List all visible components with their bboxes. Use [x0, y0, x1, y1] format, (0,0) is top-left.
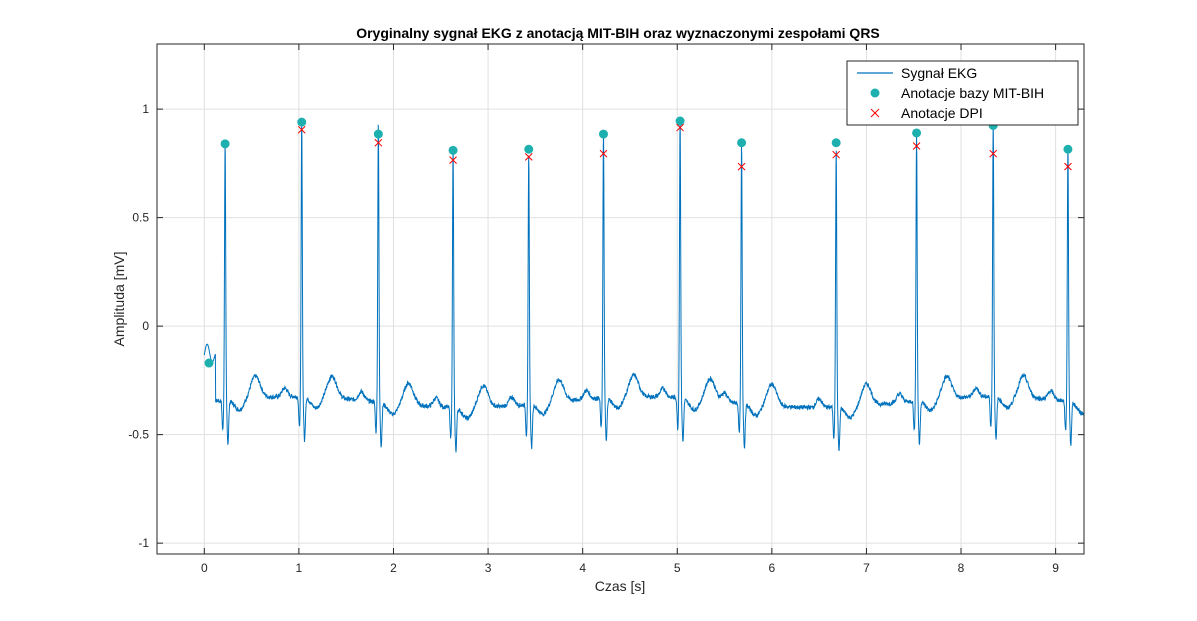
legend: Sygnał EKG Anotacje bazy MIT-BIH Anotacj…: [846, 60, 1079, 126]
legend-box: [846, 60, 1079, 126]
mitbih-annotation-point: [220, 139, 230, 149]
mitbih-annotation-point: [524, 144, 534, 154]
mitbih-annotation-point: [448, 145, 458, 155]
x-tick-label: 4: [579, 561, 586, 575]
marker-layer: [204, 116, 1073, 368]
ekg-signal-line: [203, 120, 1084, 453]
y-tick-label: 0: [142, 319, 149, 333]
mitbih-annotation-point: [912, 128, 922, 138]
plot-frame: [156, 43, 1085, 555]
x-tick-label: 9: [1052, 561, 1059, 575]
dpi-annotation-point: [989, 149, 998, 158]
legend-label-dpi: Anotacje DPI: [901, 105, 983, 121]
chart-title: Oryginalny sygnał EKG z anotacją MIT-BIH…: [356, 25, 880, 41]
dpi-annotation-point: [599, 149, 608, 158]
dpi-annotation-point: [449, 156, 457, 164]
grid: [157, 44, 1084, 554]
legend-label-mitbih: Anotacje bazy MIT-BIH: [901, 85, 1044, 101]
mitbih-annotation-point: [204, 358, 214, 368]
y-tick-label: -0.5: [128, 428, 149, 442]
plot-area: [157, 44, 1084, 554]
mitbih-annotation-point: [373, 129, 383, 139]
dpi-annotation-point: [737, 162, 746, 171]
x-tick-label: 3: [485, 561, 492, 575]
y-tick-label: 1: [142, 102, 149, 116]
x-tick-label: 8: [958, 561, 965, 575]
dpi-annotation-point: [832, 150, 841, 159]
legend-circle-sample: [870, 88, 880, 98]
dpi-annotation-point: [912, 142, 921, 150]
x-tick-label: 6: [769, 561, 776, 575]
ticks: 0 1 2 3 4 5 6 7 8 9 -1 -0.5 0 0.5 1: [128, 44, 1084, 575]
legend-x-sample: [870, 108, 880, 118]
y-axis-label: Amplituda [mV]: [111, 252, 127, 347]
dpi-annotation-point: [1064, 162, 1072, 171]
mitbih-annotation-point: [297, 117, 307, 127]
x-tick-label: 2: [390, 561, 397, 575]
y-tick-label: 0.5: [132, 211, 149, 225]
legend-label-signal: Sygnał EKG: [901, 65, 977, 81]
x-tick-label: 1: [296, 561, 303, 575]
mitbih-annotation-point: [598, 129, 608, 139]
x-axis-label: Czas [s]: [595, 578, 646, 594]
x-tick-label: 5: [674, 561, 681, 575]
mitbih-annotation-point: [831, 138, 841, 148]
x-tick-label: 7: [863, 561, 870, 575]
mitbih-annotation-point: [737, 138, 747, 148]
signal-layer: [203, 120, 1084, 453]
dpi-annotation-point: [676, 123, 684, 132]
dpi-annotation-point: [374, 138, 383, 147]
x-tick-label: 0: [201, 561, 208, 575]
dpi-annotation-point: [524, 152, 533, 161]
y-tick-label: -1: [138, 536, 149, 550]
dpi-annotation-point: [297, 125, 306, 134]
mitbih-annotation-point: [675, 116, 685, 126]
mitbih-annotation-point: [1063, 144, 1073, 154]
